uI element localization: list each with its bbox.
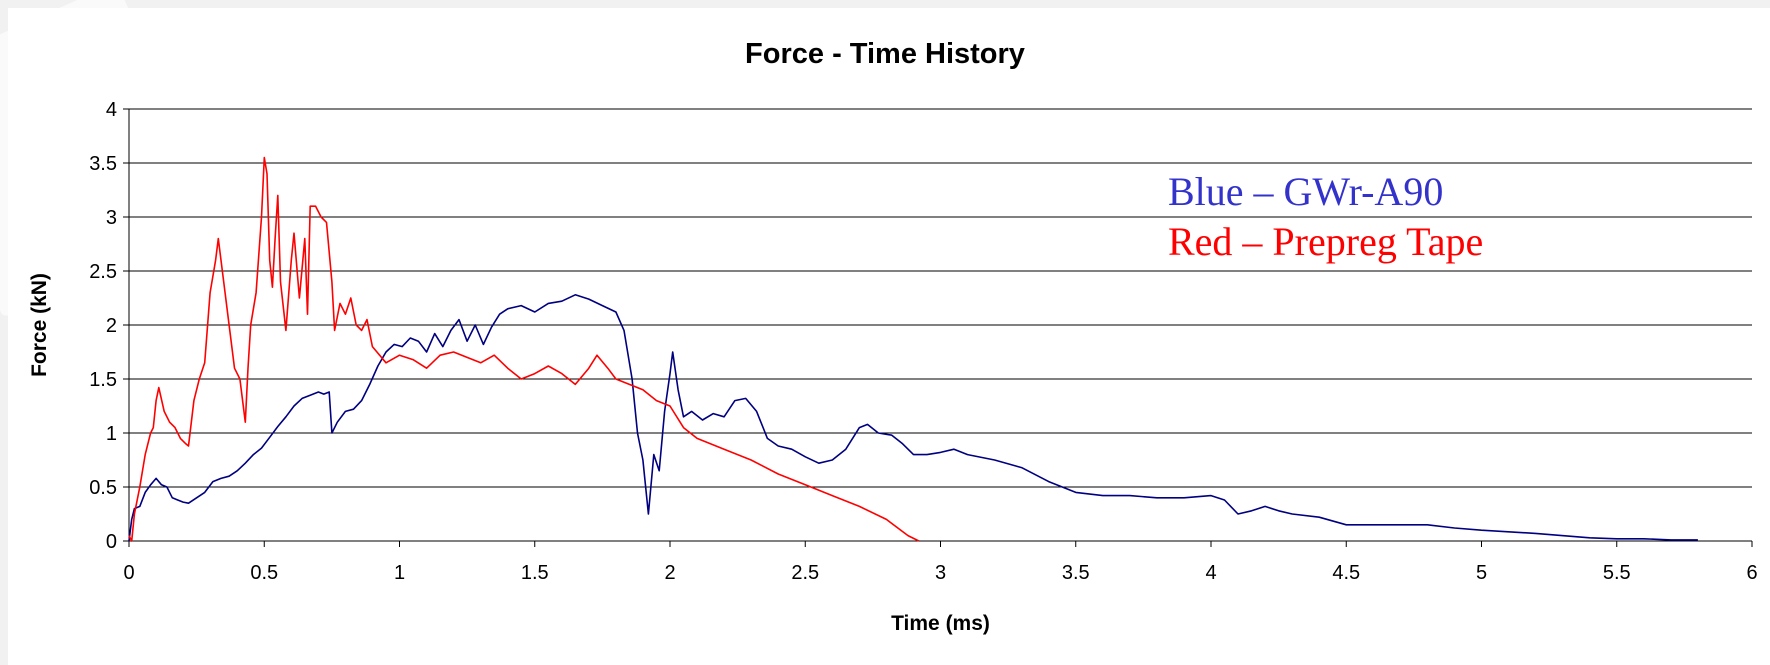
y-tick-label: 0.5 [89,477,117,499]
x-tick-label: 3 [935,562,946,584]
x-tick-label: 5 [1476,562,1487,584]
annotation-red: Red – Prepreg Tape [1168,219,1484,264]
x-tick-labels: 0 0.5 1 1.5 2 2.5 3 3.5 4 4.5 5 5.5 6 [123,562,1757,584]
chart-area [8,8,1770,665]
x-tick-label: 4 [1205,562,1216,584]
x-axis-title: Time (ms) [891,612,990,635]
y-tick-label: 3 [106,207,117,229]
x-tick-label: 0.5 [250,562,278,584]
x-tick-label: 6 [1746,562,1757,584]
x-tick-label: 2.5 [791,562,819,584]
y-tick-label: 0 [106,531,117,553]
y-tick-labels: 0 0.5 1 1.5 2 2.5 3 3.5 4 [89,99,117,553]
y-tick-label: 3.5 [89,153,117,175]
x-tick-label: 1 [394,562,405,584]
gridlines [129,108,1752,488]
x-tick-label: 5.5 [1603,562,1631,584]
chart-title: Force - Time History [745,38,1025,70]
series-lines [128,156,1698,542]
y-tick-label: 1.5 [89,369,117,391]
x-tick-label: 0 [123,562,134,584]
x-tick-label: 2 [664,562,675,584]
y-tick-label: 4 [106,99,117,121]
series-line-1 [128,156,920,542]
y-tick-label: 1 [106,423,117,445]
annotation-blue: Blue – GWr-A90 [1168,169,1444,214]
x-tick-label: 1.5 [521,562,549,584]
series-line-0 [128,294,1698,542]
y-axis-title: Force (kN) [28,273,51,377]
y-tick-label: 2.5 [89,261,117,283]
axes [123,108,1753,547]
x-tick-label: 3.5 [1062,562,1090,584]
x-tick-label: 4.5 [1332,562,1360,584]
y-tick-label: 2 [106,315,117,337]
